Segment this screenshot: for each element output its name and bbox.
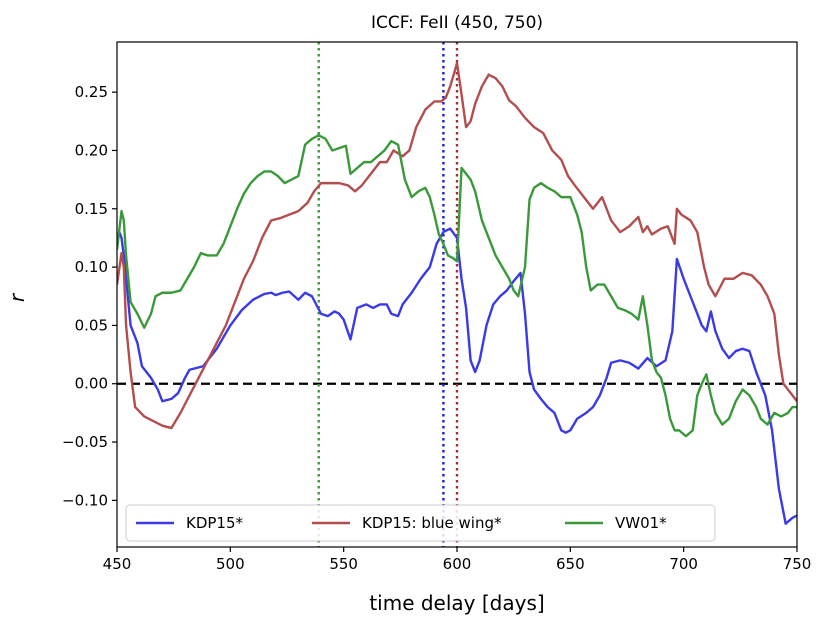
x-axis-ticks: 450 500 550 600 650 700 750	[103, 547, 812, 573]
legend: KDP15* KDP15: blue wing* VW01*	[125, 504, 716, 542]
y-tick-label-5: 0.15	[75, 200, 108, 218]
y-tick-label-7: 0.25	[75, 83, 108, 101]
x-tick-label-3: 600	[443, 555, 472, 573]
x-axis-title: time delay [days]	[369, 591, 544, 615]
series-line-1	[117, 61, 797, 430]
x-tick-label-6: 750	[783, 555, 812, 573]
y-tick-label-0: −0.10	[62, 491, 108, 509]
x-tick-label-5: 700	[669, 555, 698, 573]
series-line-2	[117, 134, 797, 438]
legend-label-1: KDP15: blue wing*	[362, 514, 502, 532]
peak-delay-lines	[317, 42, 459, 547]
y-tick-label-3: 0.05	[75, 316, 108, 334]
series-lines	[117, 61, 797, 525]
y-tick-label-2: 0.00	[75, 375, 108, 393]
y-tick-label-4: 0.10	[75, 258, 108, 276]
y-axis-title: r	[5, 292, 29, 302]
y-tick-label-6: 0.20	[75, 141, 108, 159]
legend-label-0: KDP15*	[186, 514, 244, 532]
legend-box	[125, 504, 716, 542]
legend-label-2: VW01*	[615, 514, 667, 532]
x-tick-label-1: 500	[216, 555, 245, 573]
chart-title: ICCF: FeII (450, 750)	[371, 13, 543, 33]
x-tick-label-4: 650	[556, 555, 585, 573]
x-tick-label-2: 550	[329, 555, 358, 573]
series-line-0	[117, 227, 797, 525]
y-axis-ticks: −0.10 −0.05 0.00 0.05 0.10 0.15 0.20 0.25	[62, 83, 117, 509]
y-tick-label-1: −0.05	[62, 433, 108, 451]
x-tick-label-0: 450	[103, 555, 132, 573]
